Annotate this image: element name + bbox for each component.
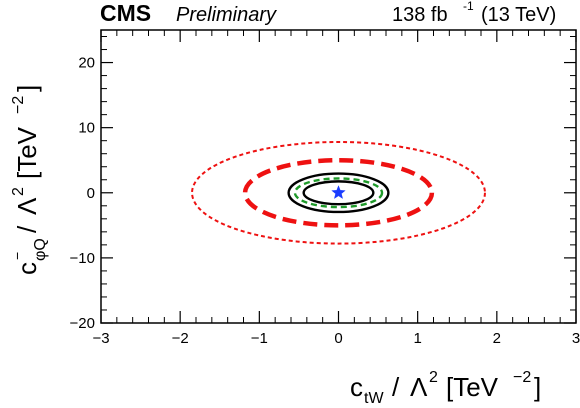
y-tick-label: −10 xyxy=(70,250,95,267)
svg-text:[TeV: [TeV xyxy=(12,126,42,179)
svg-text:2: 2 xyxy=(429,369,438,386)
svg-text:Λ: Λ xyxy=(12,197,42,215)
svg-text:[TeV: [TeV xyxy=(446,372,499,402)
lumi-exponent: -1 xyxy=(463,0,474,13)
x-tick-label: −3 xyxy=(92,330,109,347)
plot-frame xyxy=(100,29,577,324)
x-tick-label: 3 xyxy=(572,330,580,347)
y-tick-label: 10 xyxy=(78,120,95,137)
contour-observed-68 xyxy=(302,180,375,206)
best-fit-star-marker xyxy=(331,185,346,200)
y-tick-label: 0 xyxy=(87,185,95,202)
svg-text:c: c xyxy=(12,262,42,275)
svg-text:φQ: φQ xyxy=(32,238,49,261)
lumi-label: 138 fb xyxy=(392,4,448,26)
svg-text:−2: −2 xyxy=(513,369,531,386)
contour-expected-68 xyxy=(293,177,384,209)
svg-text:−2: −2 xyxy=(10,96,27,114)
svg-text:tW: tW xyxy=(364,390,384,407)
svg-text:/: / xyxy=(12,225,42,233)
contour-observed-95 xyxy=(287,172,390,214)
svg-text:2: 2 xyxy=(10,187,27,196)
contour-expected-95-a xyxy=(242,157,435,228)
y-tick-label: −20 xyxy=(70,315,95,332)
energy-label: (13 TeV) xyxy=(481,4,556,26)
svg-text:c: c xyxy=(350,372,363,402)
x-tick-label: −1 xyxy=(251,330,268,347)
svg-text:]: ] xyxy=(534,372,541,402)
svg-text:−: − xyxy=(9,252,25,260)
x-axis-title: c tW / Λ 2 [TeV −2 ] xyxy=(350,369,541,407)
x-tick-label: 1 xyxy=(413,330,421,347)
svg-text:]: ] xyxy=(12,85,42,92)
status-label: Preliminary xyxy=(176,4,277,26)
x-tick-label: −2 xyxy=(172,330,189,347)
x-tick-label: 2 xyxy=(493,330,501,347)
svg-text:/: / xyxy=(392,372,400,402)
svg-text:Λ: Λ xyxy=(410,372,428,402)
y-axis-title: c φQ − / Λ 2 [TeV −2 ] xyxy=(9,85,49,275)
contour-expected-95-b xyxy=(191,140,486,245)
x-tick-label: 0 xyxy=(334,330,342,347)
experiment-label: CMS xyxy=(100,0,151,26)
y-tick-label: 20 xyxy=(78,55,95,72)
